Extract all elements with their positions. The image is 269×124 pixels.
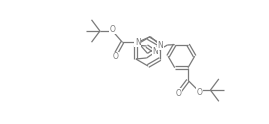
Text: O: O	[176, 89, 182, 98]
Text: O: O	[112, 52, 118, 61]
Text: N: N	[135, 38, 141, 47]
Text: O: O	[197, 88, 203, 97]
Text: N: N	[153, 47, 158, 57]
Text: N: N	[157, 41, 163, 49]
Text: O: O	[109, 25, 115, 33]
